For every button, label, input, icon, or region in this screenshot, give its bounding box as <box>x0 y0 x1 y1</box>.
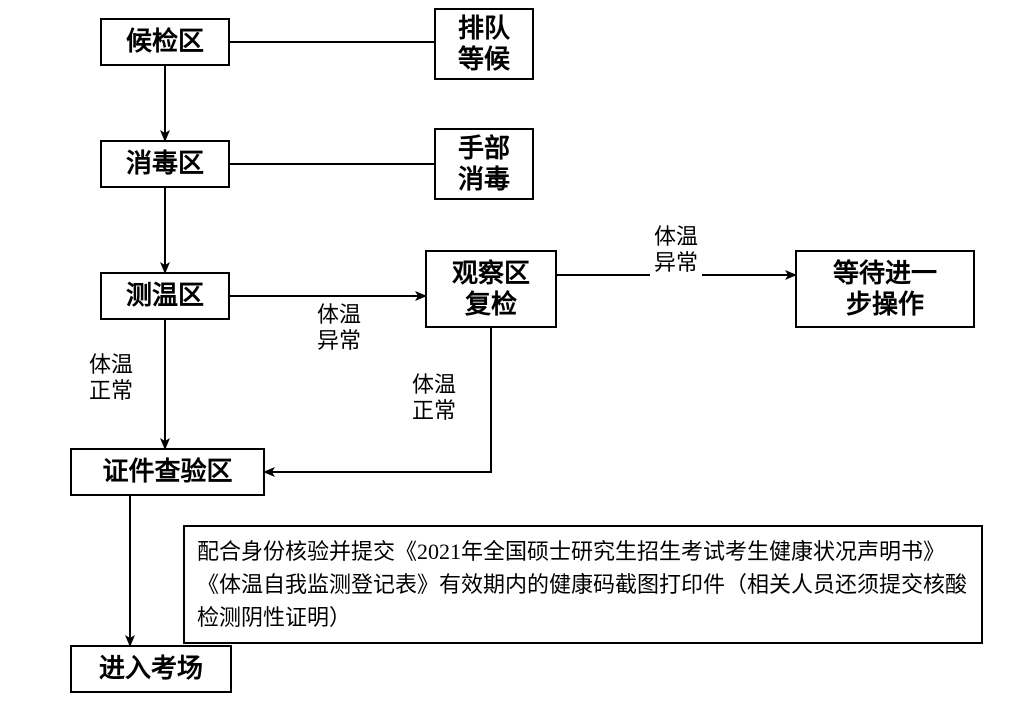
node-disinfect-area: 消毒区 <box>100 140 230 188</box>
node-label: 进入考场 <box>99 653 203 684</box>
node-label: 消毒区 <box>126 148 204 179</box>
label-text: 体温异常 <box>654 224 698 275</box>
node-enter-exam: 进入考场 <box>70 645 232 693</box>
node-label: 测温区 <box>126 280 204 311</box>
node-obs-recheck: 观察区复检 <box>425 250 557 328</box>
description-box: 配合身份核验并提交《2021年全国硕士研究生招生考试考生健康状况声明书》《体温自… <box>183 525 983 644</box>
node-wait-further: 等待进一步操作 <box>795 250 975 328</box>
label-text: 体温正常 <box>412 372 456 423</box>
node-label: 等待进一步操作 <box>833 258 937 320</box>
edge-label-temp-normal-1: 体温正常 <box>85 350 137 407</box>
edge-label-temp-normal-2: 体温正常 <box>408 370 460 427</box>
edge-label-temp-abnormal-2: 体温异常 <box>650 222 702 279</box>
node-label: 观察区复检 <box>452 258 530 320</box>
description-text: 配合身份核验并提交《2021年全国硕士研究生招生考试考生健康状况声明书》《体温自… <box>197 539 967 630</box>
label-text: 体温正常 <box>89 352 133 403</box>
flowchart-canvas: 候检区 排队等候 消毒区 手部消毒 测温区 观察区复检 等待进一步操作 证件查验… <box>0 0 1027 704</box>
label-text: 体温异常 <box>317 302 361 353</box>
node-label: 手部消毒 <box>458 133 510 195</box>
node-label: 证件查验区 <box>102 456 232 487</box>
node-hand-disinfect: 手部消毒 <box>434 128 534 200</box>
node-waiting-area: 候检区 <box>100 18 230 66</box>
node-temp-area: 测温区 <box>100 272 230 320</box>
edge-label-temp-abnormal-1: 体温异常 <box>313 300 365 357</box>
node-queue-wait: 排队等候 <box>434 8 534 80</box>
node-label: 候检区 <box>126 26 204 57</box>
node-label: 排队等候 <box>458 13 510 75</box>
node-id-check-area: 证件查验区 <box>70 448 265 496</box>
